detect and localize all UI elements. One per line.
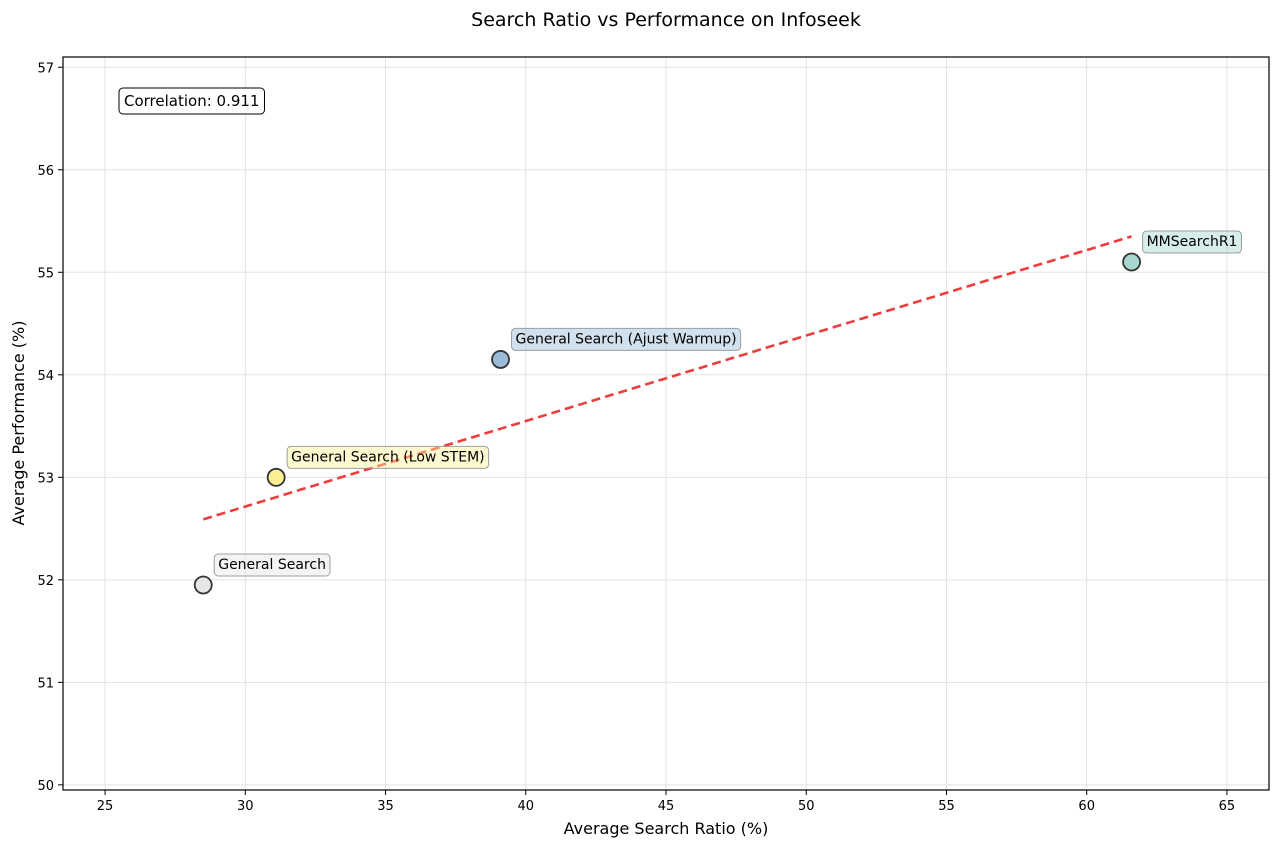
x-tick-label: 55 [938, 799, 955, 814]
point-label-box [1142, 230, 1242, 254]
y-tick-label: 50 [37, 779, 54, 794]
data-point [491, 350, 510, 369]
point-label: General Search (Low STEM) [291, 449, 484, 465]
point-label: General Search [218, 557, 326, 573]
y-tick-label: 51 [37, 676, 54, 691]
x-axis-title: Average Search Ratio (%) [564, 819, 769, 838]
y-tick-label: 56 [37, 164, 54, 179]
axes: 25 30 35 40 45 50 55 60 65 50 51 52 53 54 55 56 57 [37, 56, 1270, 814]
x-tick-label: 65 [1219, 799, 1236, 814]
x-tick-label: 40 [517, 799, 534, 814]
x-tick-label: 45 [658, 799, 675, 814]
point-label-box [286, 445, 490, 469]
y-tick-label: 54 [37, 369, 54, 384]
point-label: MMSearchR1 [1147, 234, 1238, 250]
y-tick-label: 53 [37, 471, 54, 486]
x-tick-label: 60 [1078, 799, 1095, 814]
point-label: General Search (Ajust Warmup) [516, 331, 737, 347]
x-tick-label: 25 [97, 799, 114, 814]
data-point [1122, 252, 1141, 272]
correlation-box-frame [118, 87, 265, 115]
y-tick-label: 55 [37, 266, 54, 281]
chart-title: Search Ratio vs Performance on Infoseek [471, 9, 861, 31]
correlation-box: Correlation: 0.911 [118, 87, 265, 115]
y-tick-label: 57 [37, 61, 54, 76]
x-tick-label: 35 [377, 799, 394, 814]
trendline [202, 235, 1132, 521]
correlation-text: Correlation: 0.911 [124, 92, 259, 110]
point-labels: General Search General Search (Low STEM) G… [213, 230, 1242, 577]
data-point [193, 575, 213, 595]
trendline-group [202, 235, 1132, 521]
point-label-box [213, 553, 331, 577]
y-tick-label: 52 [37, 574, 54, 589]
y-axis-title: Average Performance (%) [9, 321, 28, 526]
point-label-group: General Search (Ajust Warmup) [511, 327, 742, 351]
data-points [193, 252, 1141, 595]
point-label-box [511, 327, 742, 351]
data-point [266, 467, 286, 487]
point-label-group: General Search [213, 553, 331, 577]
grid-lines [63, 57, 1269, 790]
point-label-group: General Search (Low STEM) [286, 445, 490, 469]
point-label-group: MMSearchR1 [1142, 230, 1242, 254]
x-tick-label: 50 [798, 799, 815, 814]
x-tick-label: 30 [237, 799, 254, 814]
